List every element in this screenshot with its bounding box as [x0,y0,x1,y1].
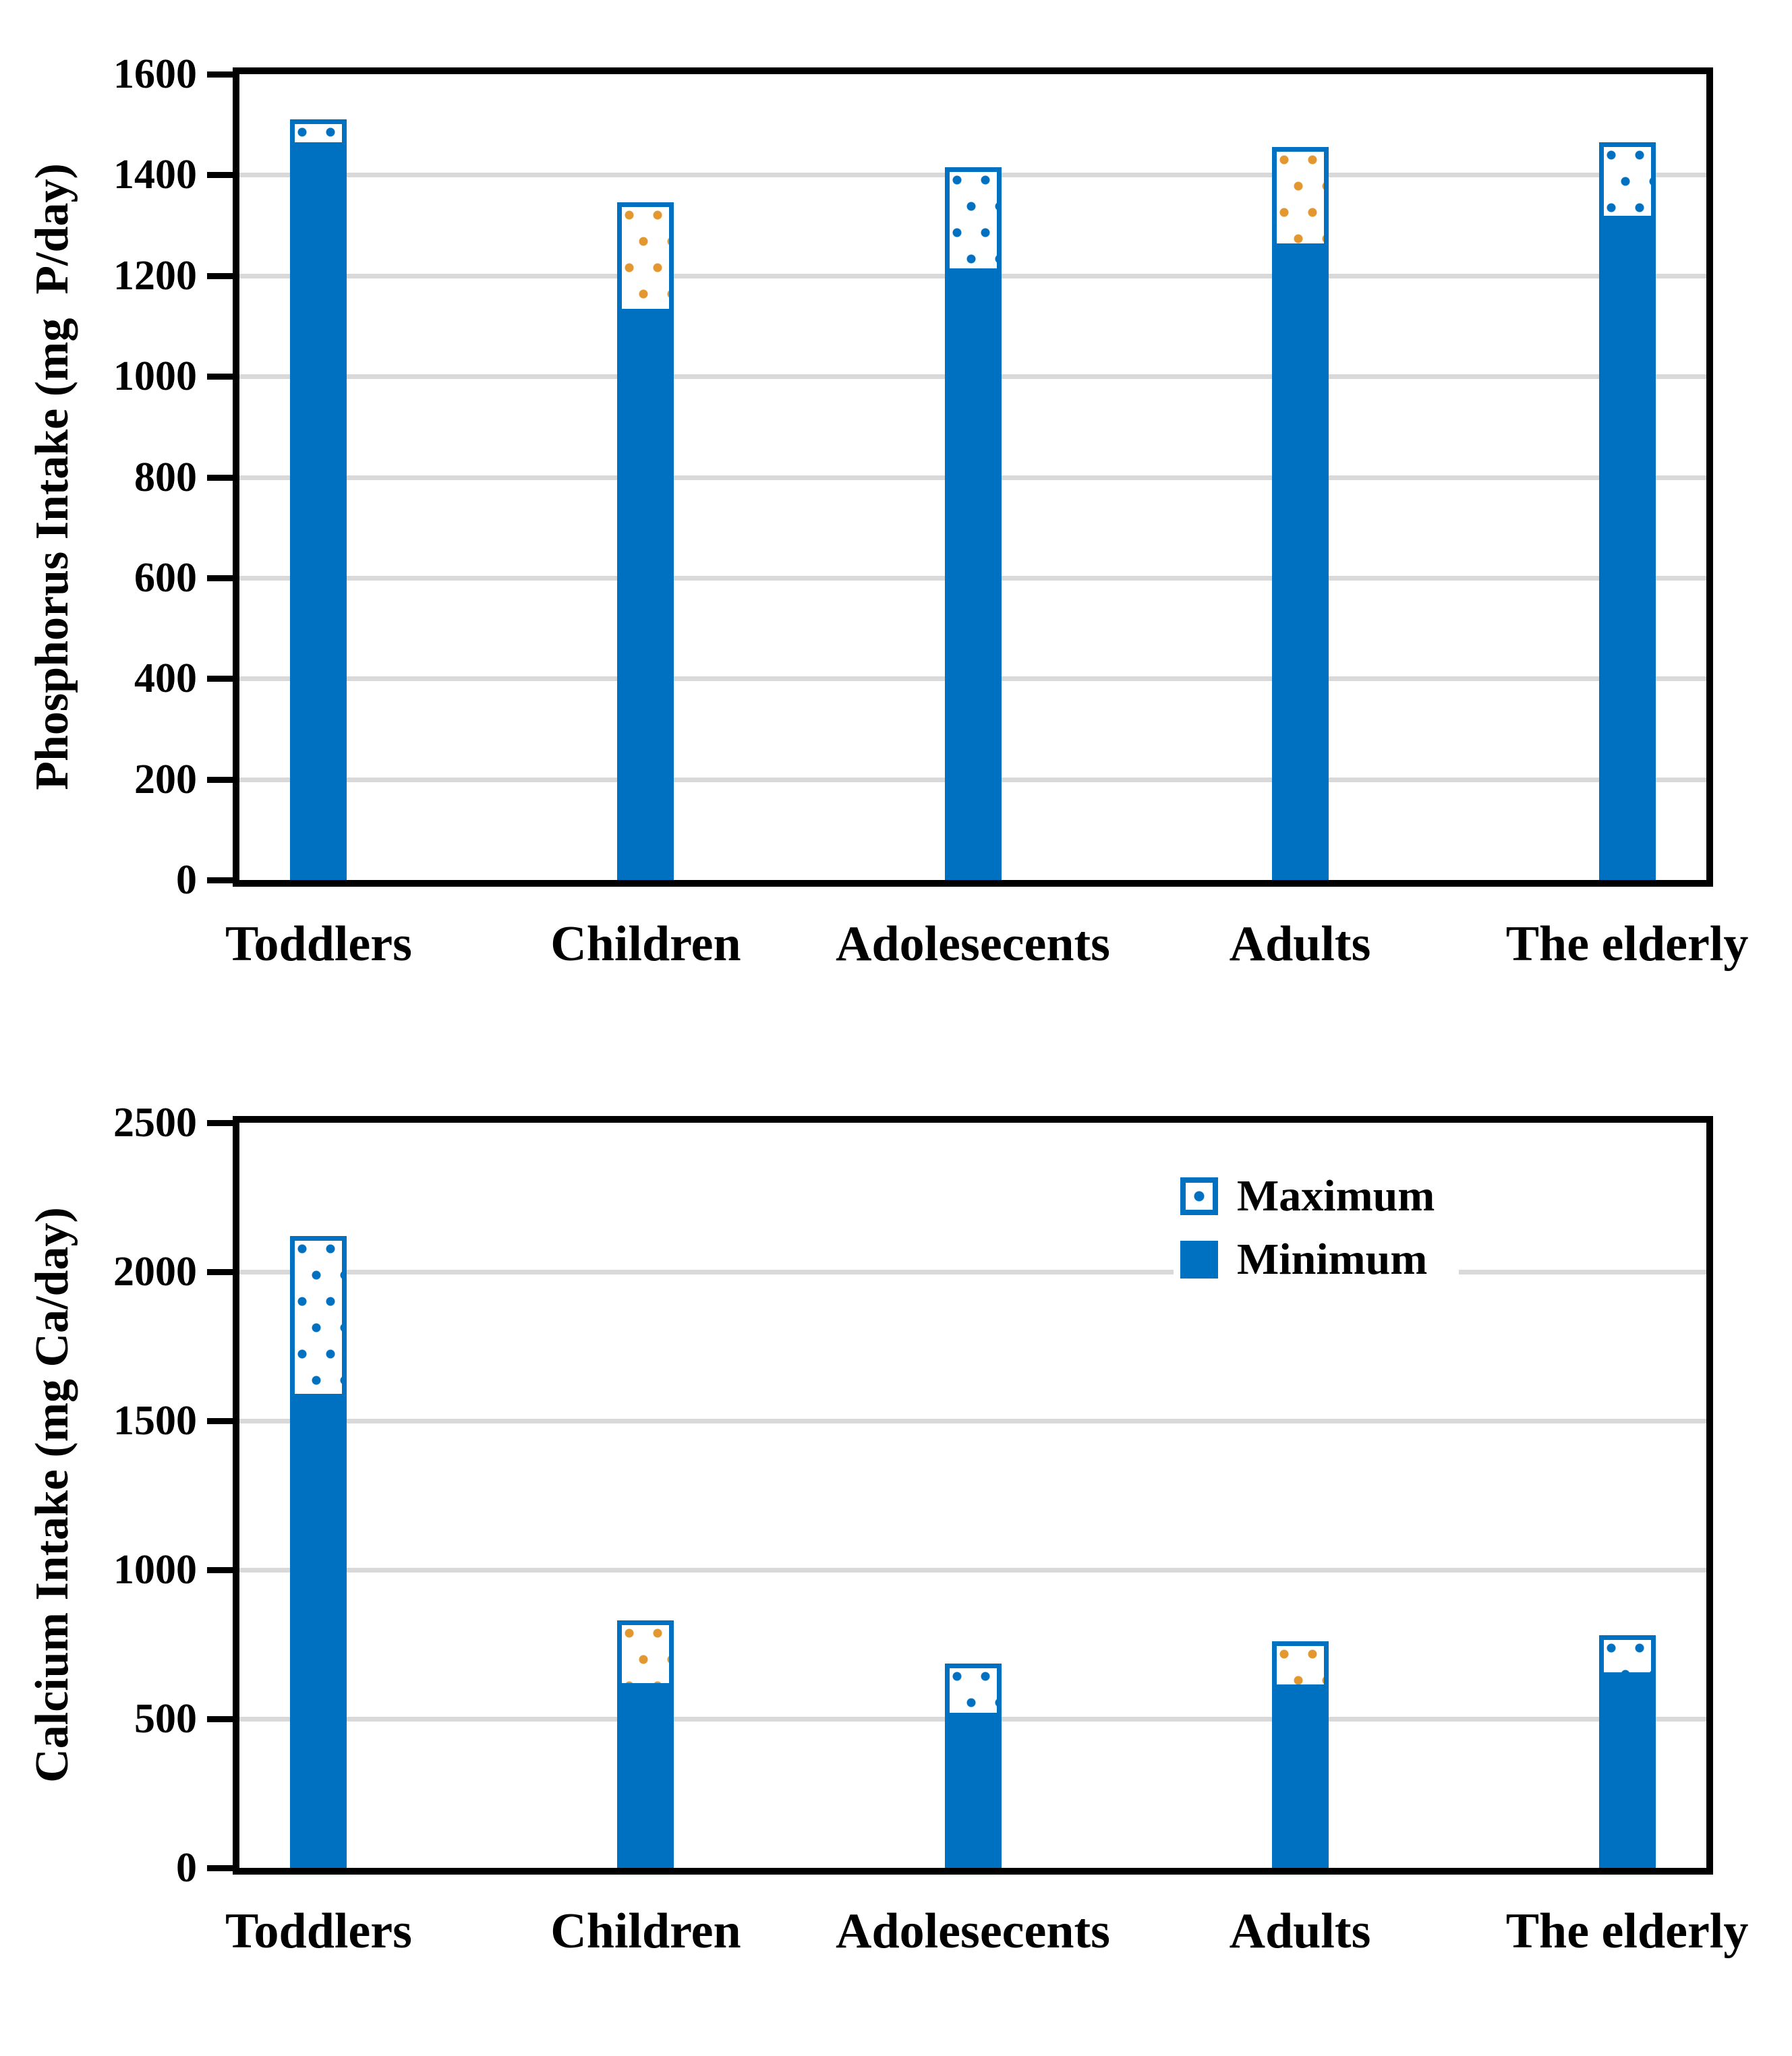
y-tick-label-0: 0 [176,857,197,903]
bar-minimum-toddlers [290,147,347,880]
y-tick-mark-1600 [207,71,233,78]
y-tick-label-1400: 1400 [113,152,197,198]
y-tick-label-500: 500 [134,1696,197,1742]
x-axis-label-adults: Adults [1229,1904,1371,1959]
bar-minimum-adults [1271,1688,1329,1868]
y-tick-mark-0 [207,877,233,883]
minimum-legend-label: Minimum [1237,1235,1428,1284]
y-tick-mark-0 [207,1865,233,1871]
bar-maximum-children [617,202,674,314]
maximum-legend-label: Maximum [1237,1171,1435,1221]
y-tick-mark-800 [207,474,233,481]
x-axis-label-toddlers: Toddlers [225,1904,412,1959]
bar-maximum-adolesecents [944,167,1002,274]
x-axis-label-adolesecents: Adolesecents [836,1904,1110,1959]
y-tick-mark-1200 [207,272,233,279]
x-axis-label-the-elderly: The elderly [1505,916,1749,972]
phosphorus-plot-area [233,67,1713,887]
x-axis-label-the-elderly: The elderly [1505,1904,1749,1959]
bar-maximum-children [617,1620,674,1688]
bar-minimum-the-elderly [1598,1677,1656,1868]
y-tick-label-800: 800 [134,454,197,500]
y-tick-label-400: 400 [134,655,197,702]
legend-item-maximum: Maximum [1180,1174,1435,1218]
bar-maximum-toddlers [290,1235,347,1399]
y-tick-mark-400 [207,676,233,682]
y-tick-label-2500: 2500 [113,1100,197,1146]
gridline-1000 [239,1568,1706,1573]
bar-minimum-adolesecents [944,1717,1002,1868]
y-tick-mark-200 [207,776,233,783]
y-tick-label-0: 0 [176,1845,197,1891]
bar-minimum-toddlers [290,1398,347,1868]
bar-maximum-adults [1271,1641,1329,1689]
y-tick-mark-500 [207,1716,233,1722]
x-axis-label-adolesecents: Adolesecents [836,916,1110,972]
bar-minimum-children [617,313,674,880]
gridline-2000 [239,1270,1706,1274]
y-tick-mark-2500 [207,1120,233,1126]
maximum-legend-swatch [1180,1177,1218,1215]
bar-minimum-children [617,1687,674,1868]
y-tick-label-1200: 1200 [113,252,197,299]
bar-maximum-adolesecents [944,1664,1002,1717]
x-axis-label-toddlers: Toddlers [225,916,412,972]
bar-minimum-adults [1271,247,1329,880]
y-tick-label-200: 200 [134,756,197,802]
y-tick-label-1500: 1500 [113,1398,197,1444]
x-axis-label-children: Children [550,916,741,972]
bar-minimum-the-elderly [1598,220,1656,880]
y-tick-label-1000: 1000 [113,353,197,400]
bar-maximum-toddlers [290,119,347,148]
bar-maximum-the-elderly [1598,1635,1656,1678]
y-tick-mark-600 [207,575,233,581]
x-axis-label-children: Children [550,1904,741,1959]
calcium-plot-area: Maximum Minimum [233,1116,1713,1875]
calcium-y-axis-title: Calcium Intake (mg Ca/day) [26,1207,78,1783]
y-tick-mark-1000 [207,374,233,380]
y-tick-label-1600: 1600 [113,51,197,97]
bar-minimum-adolesecents [944,273,1002,880]
y-tick-mark-1500 [207,1418,233,1424]
gridline-1500 [239,1419,1706,1423]
y-tick-mark-2000 [207,1269,233,1275]
legend-item-minimum: Minimum [1180,1237,1435,1282]
y-tick-label-600: 600 [134,554,197,601]
bar-maximum-adults [1271,147,1329,248]
y-tick-label-2000: 2000 [113,1249,197,1295]
y-tick-mark-1400 [207,172,233,179]
x-axis-label-adults: Adults [1229,916,1371,972]
legend: Maximum Minimum [1174,1165,1459,1291]
y-tick-mark-1000 [207,1567,233,1573]
minimum-legend-swatch [1180,1241,1218,1279]
y-tick-label-1000: 1000 [113,1547,197,1593]
bar-maximum-the-elderly [1598,142,1656,221]
